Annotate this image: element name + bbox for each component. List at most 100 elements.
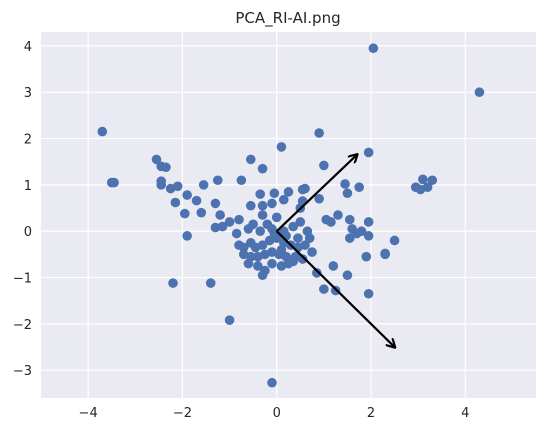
scatter-point <box>311 268 322 278</box>
scatter-point <box>151 154 162 165</box>
scatter-point <box>172 181 183 192</box>
scatter-point <box>236 175 247 186</box>
scatter-point <box>276 142 287 152</box>
scatter-point <box>269 188 280 199</box>
y-tick-label: 2 <box>24 133 32 148</box>
scatter-point <box>156 180 167 190</box>
scatter-point <box>243 258 254 269</box>
scatter-point <box>205 278 216 288</box>
scatter-point <box>293 233 303 243</box>
x-tick-label: −4 <box>79 406 98 421</box>
chart-title: PCA_RI-AI.png <box>235 9 340 28</box>
scatter-point <box>356 226 367 237</box>
scatter-point <box>380 248 390 259</box>
scatter-point <box>344 214 355 225</box>
x-tick-label: 0 <box>273 406 281 421</box>
scatter-point <box>300 240 310 250</box>
loading-arrow <box>275 155 357 233</box>
scatter-point <box>418 174 428 185</box>
y-tick-label: −1 <box>13 272 32 287</box>
y-tick-label: 4 <box>24 40 32 55</box>
x-axis-ticks: −4 −2 0 2 4 <box>79 406 470 421</box>
x-tick-label: 4 <box>461 406 469 421</box>
scatter-point <box>307 247 317 257</box>
scatter-point <box>300 183 310 194</box>
scatter-point <box>170 197 181 208</box>
scatter-point <box>198 180 209 190</box>
x-tick-label: −2 <box>173 406 192 421</box>
scatter-point <box>253 261 263 271</box>
y-tick-label: 1 <box>24 179 32 194</box>
scatter-point <box>342 270 353 281</box>
scatter-point <box>344 233 355 243</box>
y-tick-label: 0 <box>24 225 32 240</box>
y-axis-ticks: −3 −2 −1 0 1 2 3 4 <box>13 40 32 379</box>
scatter-point <box>257 200 268 211</box>
scatter-point <box>245 154 256 165</box>
scatter-point <box>319 160 329 171</box>
grid <box>41 32 536 398</box>
scatter-point <box>474 87 485 98</box>
scatter-point <box>161 162 171 173</box>
scatter-point <box>196 207 207 218</box>
scatter-point <box>328 261 339 271</box>
scatter-point <box>340 179 350 189</box>
scatter-point <box>363 288 374 299</box>
loading-arrow <box>275 230 395 347</box>
scatter-point <box>257 163 268 174</box>
scatter-point <box>267 198 277 209</box>
scatter-point <box>182 190 192 200</box>
scatter-point <box>179 208 190 219</box>
scatter-point <box>363 231 374 241</box>
scatter-point <box>276 244 287 255</box>
x-tick-label: 2 <box>367 406 375 421</box>
scatter-point <box>109 177 119 188</box>
scatter-point <box>255 226 266 237</box>
y-tick-label: −2 <box>13 318 32 333</box>
scatter-point <box>427 175 438 186</box>
scatter-point <box>257 270 268 281</box>
scatter-point <box>363 217 374 227</box>
scatter-point <box>243 224 254 234</box>
scatter-point <box>283 187 294 197</box>
scatter-point <box>238 242 249 253</box>
scatter-point <box>191 195 202 206</box>
loading-arrows <box>275 155 395 347</box>
scatter-point <box>210 198 221 209</box>
scatter-point <box>314 128 324 138</box>
scatter-point <box>288 256 299 267</box>
scatter-point <box>257 240 268 250</box>
scatter-point <box>354 182 365 193</box>
scatter-point <box>278 194 289 205</box>
scatter-point <box>97 126 108 137</box>
scatter-point <box>255 189 266 199</box>
scatter-point <box>210 222 221 233</box>
scatter-point <box>182 231 192 241</box>
scatter-point <box>217 221 228 232</box>
scatter-point <box>245 200 256 211</box>
scatter-point <box>267 377 277 388</box>
scatter-points <box>97 43 485 388</box>
scatter-point <box>333 210 343 220</box>
scatter-point <box>288 221 299 232</box>
scatter-point <box>224 217 235 227</box>
y-tick-label: −3 <box>13 364 32 379</box>
scatter-point <box>422 182 433 193</box>
scatter-point <box>224 315 235 325</box>
scatter-point <box>319 284 329 294</box>
scatter-point <box>304 233 315 243</box>
plot-background <box>41 32 536 398</box>
scatter-point <box>363 147 374 158</box>
scatter-point <box>231 228 242 239</box>
scatter-point <box>212 175 223 186</box>
scatter-point <box>297 254 308 264</box>
scatter-point <box>314 193 324 204</box>
scatter-point <box>326 217 336 227</box>
scatter-point <box>361 251 372 262</box>
y-tick-label: 3 <box>24 86 32 101</box>
scatter-point <box>168 278 178 288</box>
scatter-point <box>368 43 379 54</box>
scatter-point <box>342 188 353 199</box>
scatter-point <box>267 258 277 269</box>
